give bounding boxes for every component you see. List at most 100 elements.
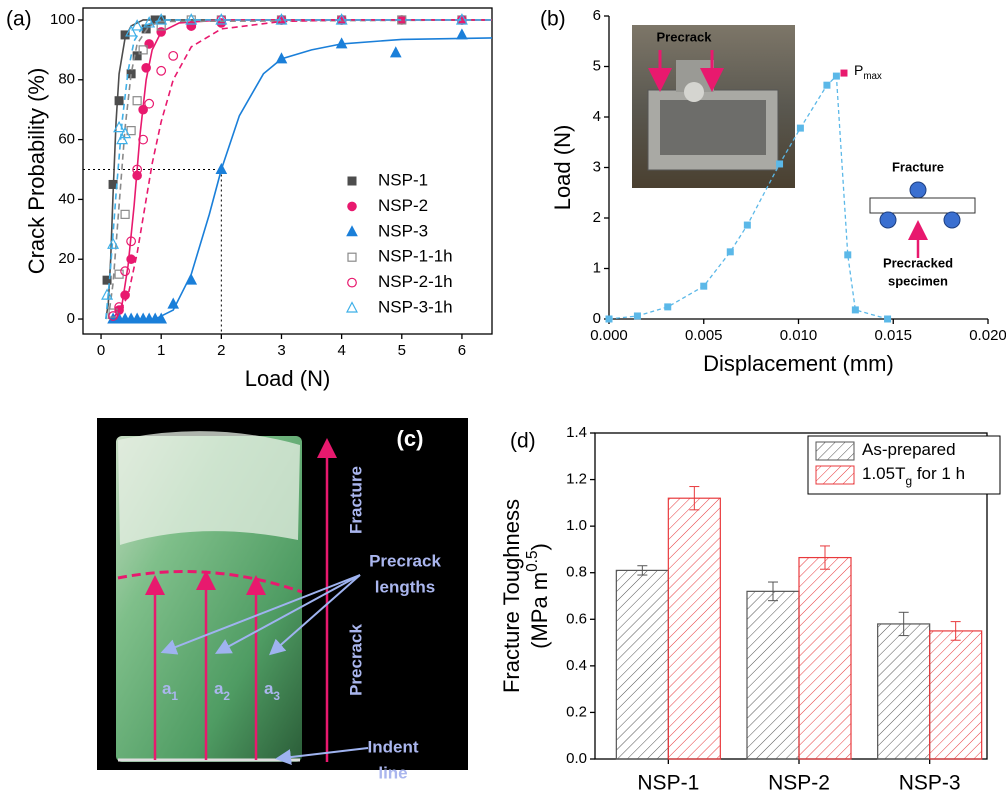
x-tick-label: 0.020: [969, 327, 1006, 344]
marker: [120, 209, 130, 219]
marker: [851, 306, 859, 314]
y-tick-label: 2: [593, 209, 601, 226]
marker: [114, 302, 124, 312]
error-bar: [950, 621, 961, 641]
marker: [455, 13, 468, 25]
marker: [168, 50, 179, 61]
marker: [347, 277, 357, 288]
text-part: g: [905, 474, 912, 488]
text-part: 2: [223, 689, 230, 703]
marker: [186, 21, 197, 31]
marker: [633, 312, 641, 320]
marker: [185, 273, 198, 285]
text-part: ): [527, 543, 552, 550]
marker: [347, 201, 357, 212]
x-tick-label: 1: [157, 342, 165, 359]
marker: [144, 98, 155, 109]
y-tick-label: 0.0: [566, 750, 587, 767]
marker: [126, 126, 136, 136]
photo-label: a3: [264, 679, 280, 703]
marker: [347, 176, 357, 186]
inset-label: Fracture: [892, 159, 944, 174]
marker: [138, 104, 148, 115]
photo-label: a2: [214, 679, 230, 703]
y-tick-label: 1.2: [566, 471, 587, 488]
marker: [844, 251, 852, 259]
x-tick-label: NSP-1: [637, 772, 699, 795]
x-axis-label: Displacement (mm): [703, 351, 894, 376]
bar: [667, 497, 721, 760]
marker: [156, 21, 166, 31]
photo-label: Indent: [368, 737, 419, 756]
panel-label: (d): [510, 430, 536, 453]
marker: [119, 126, 132, 139]
y-tick-label: 100: [50, 11, 75, 28]
legend-label: NSP-2: [378, 196, 428, 215]
marker: [102, 275, 112, 285]
x-tick-label: NSP-3: [899, 772, 961, 795]
marker: [132, 96, 142, 106]
text-part: Fracture Toughness: [499, 499, 524, 693]
photo-label: Fracture: [346, 466, 365, 534]
y-axis-label: Crack Probability (%): [24, 68, 49, 275]
marker: [884, 315, 892, 323]
marker: [832, 72, 840, 80]
marker: [116, 132, 129, 145]
fit-line: [105, 19, 492, 320]
inset-diagram: Fracture Precracked specimen: [869, 159, 976, 288]
marker: [114, 269, 124, 279]
marker: [126, 254, 136, 265]
x-tick-label: 3: [277, 342, 285, 359]
x-tick-label: 0.005: [685, 327, 723, 344]
legend-swatch: [815, 465, 855, 485]
photo-label: lengths: [375, 577, 435, 596]
x-tick-label: 4: [337, 342, 345, 359]
legend-label: As-prepared: [862, 440, 956, 459]
marker: [823, 81, 831, 89]
x-tick-label: 6: [458, 342, 466, 359]
panel-label: (a): [6, 8, 32, 31]
y-tick-label: 1: [593, 259, 601, 276]
marker: [215, 162, 228, 175]
photo-label: Precrack: [369, 551, 441, 570]
y-tick-label: 1.4: [566, 424, 587, 441]
y-axis-label: (MPa m0.5): [524, 543, 552, 649]
bar: [798, 556, 852, 760]
photo-label: a1: [162, 679, 178, 703]
marker: [143, 16, 156, 28]
marker: [743, 221, 751, 229]
x-tick-label: 0.015: [874, 327, 912, 344]
y-tick-label: 40: [58, 190, 75, 207]
y-tick-label: 3: [593, 158, 601, 175]
legend-swatch: [815, 441, 855, 461]
point-label: Pmax: [854, 62, 882, 82]
bar: [929, 630, 983, 760]
text-part: a: [162, 679, 172, 698]
x-tick-label: 0: [97, 342, 105, 359]
x-tick-label: 2: [217, 342, 225, 359]
text-part: 0.5: [524, 550, 541, 571]
marker: [108, 308, 118, 318]
marker: [126, 236, 137, 247]
legend-label: NSP-3-1h: [378, 297, 453, 316]
marker: [120, 30, 130, 40]
marker: [167, 297, 180, 309]
marker: [120, 266, 131, 277]
panel-label: (c): [397, 426, 424, 451]
marker: [389, 46, 402, 58]
error-bar: [820, 545, 830, 570]
marker: [113, 120, 126, 133]
text-part: a: [214, 679, 224, 698]
x-tick-label: 0.010: [780, 327, 818, 344]
error-bar: [689, 486, 700, 511]
inset-label: Precracked: [883, 255, 953, 270]
y-tick-label: 4: [593, 108, 601, 125]
marker: [335, 13, 348, 25]
y-tick-label: 80: [58, 71, 75, 88]
x-tick-label: NSP-2: [768, 772, 830, 795]
marker: [114, 96, 124, 106]
y-tick-label: 0: [593, 310, 601, 327]
marker: [726, 248, 734, 256]
